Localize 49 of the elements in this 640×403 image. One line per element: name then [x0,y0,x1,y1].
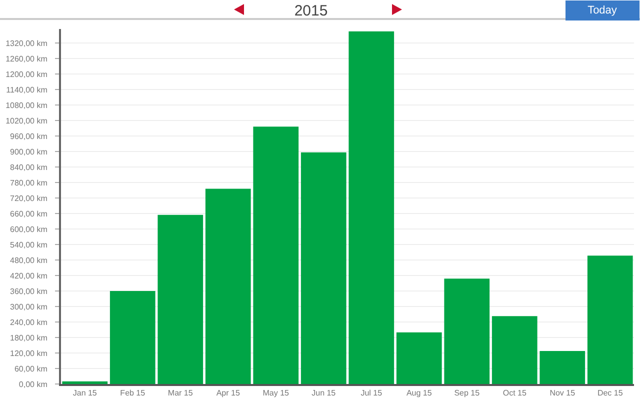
bar [587,256,633,384]
x-tick-label: May 15 [262,388,290,398]
x-tick-label: Jun 15 [312,388,336,398]
y-tick-label: 1200,00 km [6,70,48,79]
x-tick-label: Nov 15 [550,388,576,398]
y-tick-label: 300,00 km [10,302,48,312]
y-tick-label: 240,00 km [10,318,48,327]
bar [110,291,156,384]
bar [492,316,538,384]
y-tick-label: 960,00 km [10,132,48,141]
bar [444,278,490,384]
y-tick-label: 600,00 km [10,224,48,234]
bar [348,31,394,384]
bar [158,214,204,384]
y-tick-label: 180,00 km [10,333,48,342]
text: Today [588,4,618,16]
bar [396,332,442,384]
x-tick-label: Jul 15 [360,388,383,398]
bar [253,126,299,384]
y-tick-label: 420,00 km [10,271,48,280]
bar [540,350,586,384]
x-tick-label: Mar 15 [168,388,194,398]
y-tick-label: 840,00 km [10,162,48,172]
y-tick-label: 1080,00 km [6,100,48,110]
y-tick-label: 900,00 km [10,147,48,156]
x-tick-label: Sep 15 [454,388,480,398]
bar [62,381,108,384]
y-tick-label: 0,00 km [18,380,48,389]
x-tick-label: Feb 15 [120,388,146,398]
y-tick-label: 1020,00 km [6,116,48,126]
x-tick-label: Aug 15 [406,388,432,398]
y-tick-label: 720,00 km [10,194,48,203]
y-tick-label: 1320,00 km [6,39,48,48]
y-tick-label: 1140,00 km [6,85,48,94]
y-tick-label: 120,00 km [10,348,48,358]
y-tick-label: 1260,00 km [6,54,48,64]
y-tick-label: 660,00 km [10,209,48,218]
y-tick-label: 60,00 km [14,364,48,374]
y-tick-label: 480,00 km [10,256,48,265]
x-tick-label: Oct 15 [502,388,527,398]
y-tick-label: 780,00 km [10,178,48,188]
y-tick-label: 540,00 km [10,240,48,250]
bar [205,188,251,384]
x-tick-label: Dec 15 [597,388,624,398]
bar [300,152,346,384]
y-tick-label: 360,00 km [10,286,48,296]
x-tick-label: Apr 15 [216,388,240,398]
x-tick-label: Jan 15 [72,388,98,398]
chart-title: 2015 [294,2,328,20]
